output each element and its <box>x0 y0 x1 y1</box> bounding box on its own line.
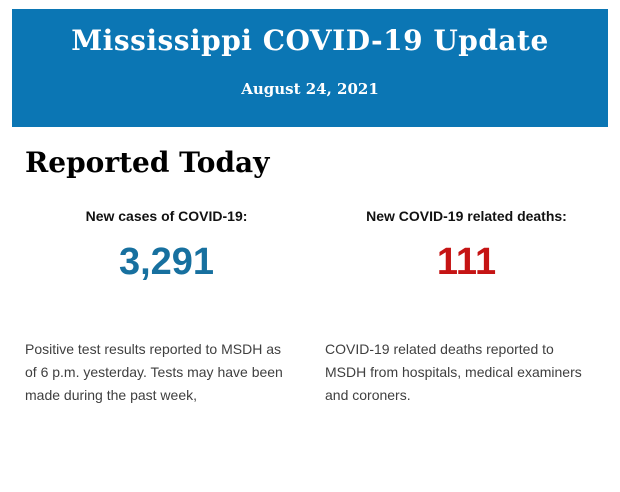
newsletter-date: August 24, 2021 <box>241 80 379 98</box>
cases-column: New cases of COVID-19: 3,291 Positive te… <box>25 208 308 407</box>
stats-columns: New cases of COVID-19: 3,291 Positive te… <box>25 208 608 407</box>
deaths-column: New COVID-19 related deaths: 111 COVID-1… <box>325 208 608 407</box>
section-heading: Reported Today <box>25 146 270 179</box>
cases-value: 3,291 <box>118 241 215 283</box>
cases-description: Positive test results reported to MSDH a… <box>25 341 283 403</box>
main-content: Reported Today New cases of COVID-19: 3,… <box>0 127 620 407</box>
deaths-description: COVID-19 related deaths reported to MSDH… <box>325 341 582 403</box>
header-banner: Mississippi COVID-19 Update August 24, 2… <box>12 9 608 127</box>
newsletter-title: Mississippi COVID-19 Update <box>71 24 549 57</box>
cases-label: New cases of COVID-19: <box>85 208 248 224</box>
deaths-label: New COVID-19 related deaths: <box>366 208 567 224</box>
deaths-value: 111 <box>436 241 497 283</box>
